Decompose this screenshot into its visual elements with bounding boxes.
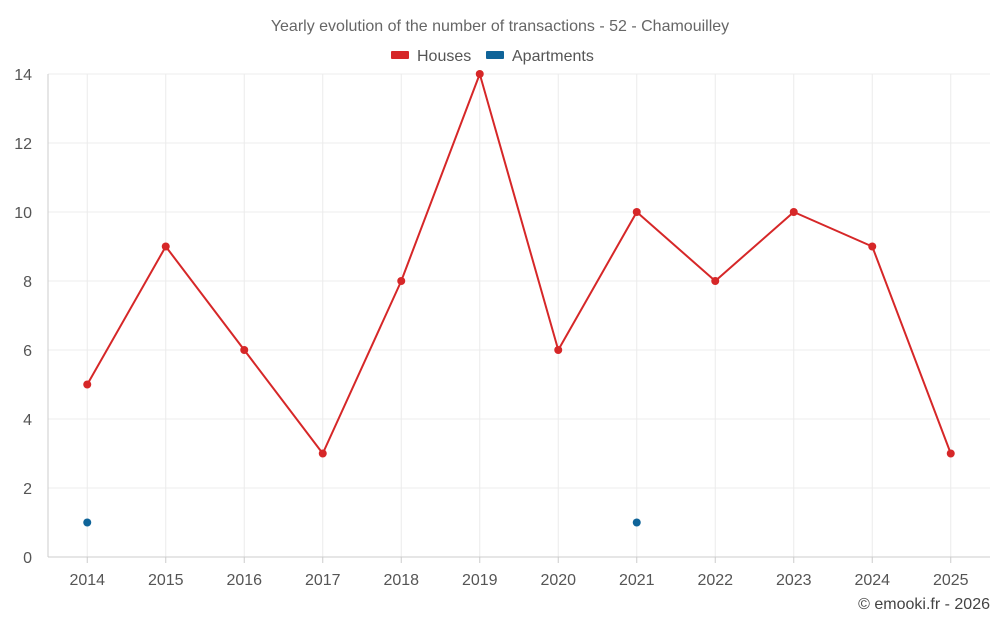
data-point-houses[interactable] [632, 208, 641, 216]
x-tick-label: 2019 [462, 572, 498, 589]
x-tick-label: 2014 [69, 572, 105, 589]
y-axis-ticks: 0 2 4 6 8 10 12 14 [14, 67, 32, 567]
grid [47, 73, 990, 558]
y-tick-label: 4 [23, 412, 32, 429]
x-tick-label: 2016 [226, 572, 262, 589]
series-houses [83, 70, 955, 458]
x-axis-ticks: 2014 2015 2016 2017 2018 2019 2020 2021 2022 2023… [69, 557, 969, 589]
data-point-houses[interactable] [397, 277, 406, 285]
x-tick-label: 2025 [933, 572, 969, 589]
legend: Houses Apartments [391, 48, 594, 65]
data-point-houses[interactable] [946, 449, 955, 458]
y-tick-label: 10 [14, 205, 32, 222]
data-point-houses[interactable] [868, 242, 877, 251]
plot-area [83, 70, 955, 527]
data-point-houses[interactable] [789, 208, 798, 216]
legend-label-apartments: Apartments [512, 48, 594, 65]
x-tick-label: 2015 [148, 572, 184, 589]
series-apartments [83, 518, 641, 527]
legend-swatch-houses [391, 51, 409, 59]
legend-item-apartments[interactable]: Apartments [486, 48, 594, 65]
legend-item-houses[interactable]: Houses [391, 48, 471, 65]
data-point-houses[interactable] [711, 277, 720, 285]
data-point-houses[interactable] [83, 380, 92, 389]
chart-credit: © emooki.fr - 2026 [858, 596, 990, 613]
x-tick-label: 2022 [697, 572, 733, 589]
y-tick-label: 0 [23, 550, 32, 567]
y-tick-label: 14 [14, 67, 32, 84]
x-tick-label: 2024 [854, 572, 890, 589]
chart-title: Yearly evolution of the number of transa… [271, 18, 729, 35]
data-point-houses[interactable] [318, 449, 327, 458]
y-tick-label: 8 [23, 274, 32, 291]
data-point-houses[interactable] [475, 70, 484, 78]
x-tick-label: 2021 [619, 572, 655, 589]
data-point-apartments[interactable] [632, 518, 641, 527]
y-tick-label: 6 [23, 343, 32, 360]
legend-swatch-apartments [486, 51, 504, 59]
y-tick-label: 2 [23, 481, 32, 498]
series-line-houses [86, 73, 952, 455]
data-point-houses[interactable] [240, 346, 249, 354]
x-tick-label: 2023 [776, 572, 812, 589]
x-tick-label: 2020 [540, 572, 576, 589]
x-tick-label: 2017 [305, 572, 341, 589]
data-point-houses[interactable] [161, 242, 170, 251]
y-tick-label: 12 [14, 136, 32, 153]
x-tick-label: 2018 [383, 572, 419, 589]
data-point-apartments[interactable] [83, 518, 92, 527]
data-point-houses[interactable] [554, 346, 563, 354]
legend-label-houses: Houses [417, 48, 471, 65]
